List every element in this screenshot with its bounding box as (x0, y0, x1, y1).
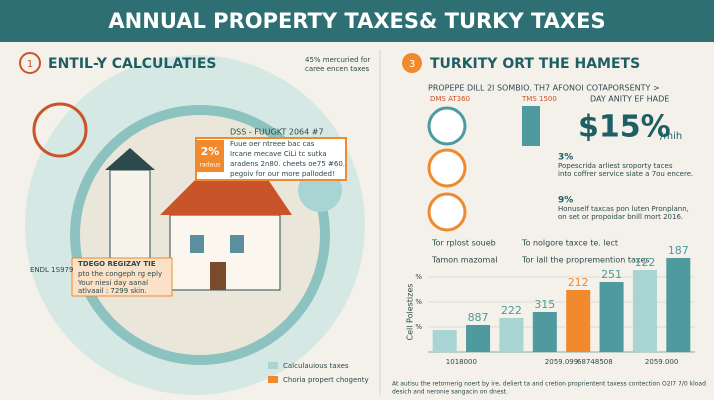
section-title: ENTIL-Y CALCULATIES (48, 56, 216, 72)
bar (499, 318, 524, 352)
section-number: 1 (27, 59, 33, 70)
building (522, 106, 540, 146)
note: caree encen taxes (305, 65, 370, 73)
bar (432, 330, 457, 352)
box-line: atlvaail : 7299 skin. (78, 287, 147, 295)
bar-annotation: 887 (468, 311, 489, 324)
bar-annotation: 187 (668, 244, 689, 257)
house-roof (160, 170, 292, 215)
callout-tab (196, 140, 224, 172)
subtitle: PROPEPE DILL 2I SOMBIO. TH7 AFONOI COTAP… (428, 84, 660, 93)
callout-line: Ircane mecave CiLi tc sutka (230, 150, 327, 158)
row-line: on set or propoidar bnill mort 2016. (558, 213, 683, 221)
callout-line: aradens 2n80. cheets oe75 #60. (230, 160, 345, 168)
footer-line: desich and neronie sangacin on dnest. (392, 389, 508, 396)
bar (599, 282, 624, 352)
box-heading: TDEGO REGIZAY TIE (78, 260, 156, 268)
bar-annotation: 315 (534, 298, 555, 311)
icon (427, 148, 467, 188)
x-tick-label: 2059.000 (645, 358, 678, 366)
bar (666, 258, 691, 352)
footer-line: At autisu the retornerig noert by ire, d… (392, 381, 706, 388)
legend-label: Calculauious taxes (283, 362, 349, 370)
badge (402, 53, 422, 73)
tower-roof (105, 148, 155, 170)
bar-annotation: 212 (568, 276, 589, 289)
row-line: Popescrida arliest sroporty taces (558, 162, 673, 170)
y-axis-label: Cell Polestizes (406, 284, 415, 341)
info-box (71, 257, 173, 297)
row-percent: 9% (558, 196, 573, 206)
y-tick-label: % (415, 323, 422, 331)
note: 45% mercuried for (305, 56, 370, 64)
x-tick-label: 2059.099 (545, 358, 578, 366)
section-number: 3 (409, 59, 415, 70)
header-band (0, 0, 714, 42)
check-item: Tamon mazomal (431, 256, 497, 265)
box-tag: ENDL 1S979 (30, 266, 73, 274)
big-figure: $15% (578, 110, 671, 145)
label: DAY ANITY EF HADE (590, 95, 669, 104)
y-tick-label: % (415, 273, 422, 281)
bar-annotation: 122 (634, 256, 655, 269)
y-tick-label: % (415, 298, 422, 306)
check-item: To nolgore taxce te. lect (521, 239, 618, 248)
bar (532, 312, 557, 352)
title: ANNUAL PROPERTY TAXES& TURKY TAXES (108, 9, 605, 33)
window (230, 235, 244, 253)
callout-percent-note: radaus (200, 162, 221, 169)
window (190, 235, 204, 253)
row-line: Honuself taxcas pon luten Pronplann, (558, 205, 689, 213)
wheel (32, 102, 88, 158)
label: DMS AT360 (430, 95, 470, 103)
big-unit: /mih (660, 131, 682, 142)
icon (427, 106, 467, 146)
check-item: Tor rplost soueb (431, 239, 496, 248)
row-line: into coffrer service siate a 7ou encere. (558, 170, 693, 178)
x-tick-label: 1018000 (446, 358, 477, 366)
callout-heading: DSS - FUUGKT 2064 #7 (230, 128, 324, 137)
box-line: Your niesi day aanal (77, 279, 148, 287)
door (210, 262, 226, 290)
bar (566, 290, 591, 352)
callout-sub: Fuue oer ntreee bac cas (230, 140, 315, 148)
row-percent: 3% (558, 153, 573, 163)
legend-swatch (268, 376, 278, 383)
callout-line: pegoiv for our more palloded! (230, 170, 335, 178)
bar (632, 270, 657, 352)
bar-annotation: 251 (601, 268, 622, 281)
x-tick-label: 68748508 (577, 358, 613, 366)
bar (466, 325, 491, 352)
callout-percent: 2% (201, 145, 220, 158)
box-line: pto the congeph rg eply (78, 270, 162, 278)
label: TMS 1500 (521, 95, 557, 103)
icon (427, 192, 467, 232)
section-title: TURKITY ORT THE HAMETS (430, 56, 640, 72)
check-item: Tor lall the propremention taxes (521, 256, 650, 265)
bar-annotation: 222 (501, 304, 522, 317)
badge (19, 52, 41, 74)
legend-label: Choria propert chogenty (283, 376, 369, 384)
legend-swatch (268, 362, 278, 369)
